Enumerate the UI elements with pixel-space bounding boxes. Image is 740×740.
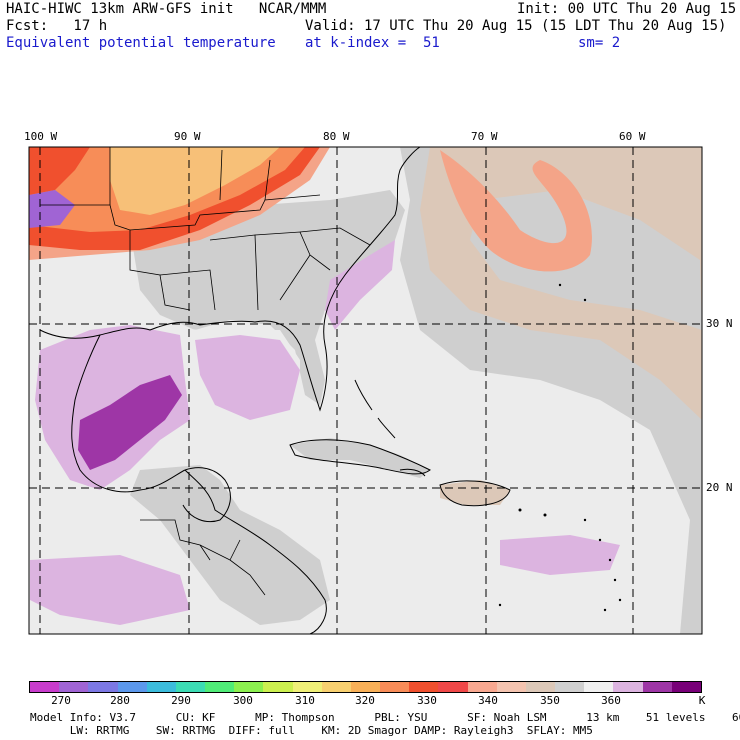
colorbar-swatch [175,682,206,692]
atlantic-lavender-coast [325,240,395,330]
colorbar-swatch [88,682,118,692]
colorbar-label: 360 [601,694,621,707]
colorbar-swatch [117,682,147,692]
header-init-time: Init: 00 UTC Thu 20 Aug 15 [517,1,737,17]
nw-light-orange [110,147,280,215]
map-frame [28,146,703,635]
political-borders [40,147,371,596]
gulf-lavender-east [195,335,300,420]
coastlines [39,147,511,634]
caribbean-lavender [500,535,620,575]
colorbar-swatch [146,682,176,692]
colorbar-swatch [292,682,322,692]
lat-label-30n: 30 N [706,317,733,330]
colorbar-swatch [525,682,556,692]
colorbar-swatch [59,682,89,692]
lon-label-60w: 60 W [619,130,646,143]
cuba-gray [290,438,430,478]
colorbar-label: 270 [51,694,71,707]
colorbar-swatch [642,682,672,692]
colorbar-label: 320 [355,694,375,707]
atlantic-tan-swirl-north [560,150,702,200]
colorbar-label: 350 [540,694,560,707]
header-valid-time: Valid: 17 UTC Thu 20 Aug 15 (15 LDT Thu … [305,18,727,34]
lon-label-100w: 100 W [24,130,58,143]
k-index-label: at k-index = 51 [305,35,440,51]
colorbar-label: 280 [110,694,130,707]
colorbar-swatch [409,682,439,692]
islands [498,283,622,612]
gulf-purple-core [78,375,182,470]
lon-label-70w: 70 W [471,130,498,143]
atlantic-gray-inner [470,190,702,330]
lon-label-80w: 80 W [323,130,350,143]
colorbar-swatch [671,682,701,692]
colorbar-swatch [263,682,293,692]
colorbar-swatch [613,682,643,692]
colorbar-label: 310 [295,694,315,707]
atlantic-salmon-swirl [440,150,592,272]
hispaniola-tan [440,480,510,505]
colorbar-swatch [234,682,264,692]
colorbar-swatch [467,682,497,692]
colorbar-swatch [321,682,351,692]
header-model-title: HAIC-HIWC 13km ARW-GFS init NCAR/MMM [6,1,327,17]
colorbar-label: 330 [417,694,437,707]
header-forecast-hour: Fcst: 17 h [6,18,108,34]
colorbar-label: 290 [171,694,191,707]
model-info-line2: LW: RRTMG SW: RRTMG DIFF: full KM: 2D Sm… [30,724,593,737]
colorbar-swatch [496,682,526,692]
pacific-lavender [30,555,190,625]
field-name: Equivalent potential temperature [6,35,276,51]
nw-red-corner [29,147,90,195]
colorbar-swatch [205,682,235,692]
smoothing-label: sm= 2 [578,35,621,51]
colorbar-unit: K [698,694,706,707]
us-land-gray [130,190,405,405]
colorbar-label: 340 [478,694,498,707]
colorbar-swatch [438,682,468,692]
colorbar-swatch [584,682,614,692]
lon-label-90w: 90 W [174,130,201,143]
lat-label-20n: 20 N [706,481,733,494]
colorbar-swatch [350,682,381,692]
colorbar-swatch [555,682,585,692]
colorbar [29,681,702,693]
model-info-line1: Model Info: V3.7 CU: KF MP: Thompson PBL… [30,711,740,724]
colorbar-swatch [30,682,60,692]
colorbar-swatch [380,682,410,692]
central-america-gray [130,465,330,625]
colorbar-label: 300 [233,694,253,707]
